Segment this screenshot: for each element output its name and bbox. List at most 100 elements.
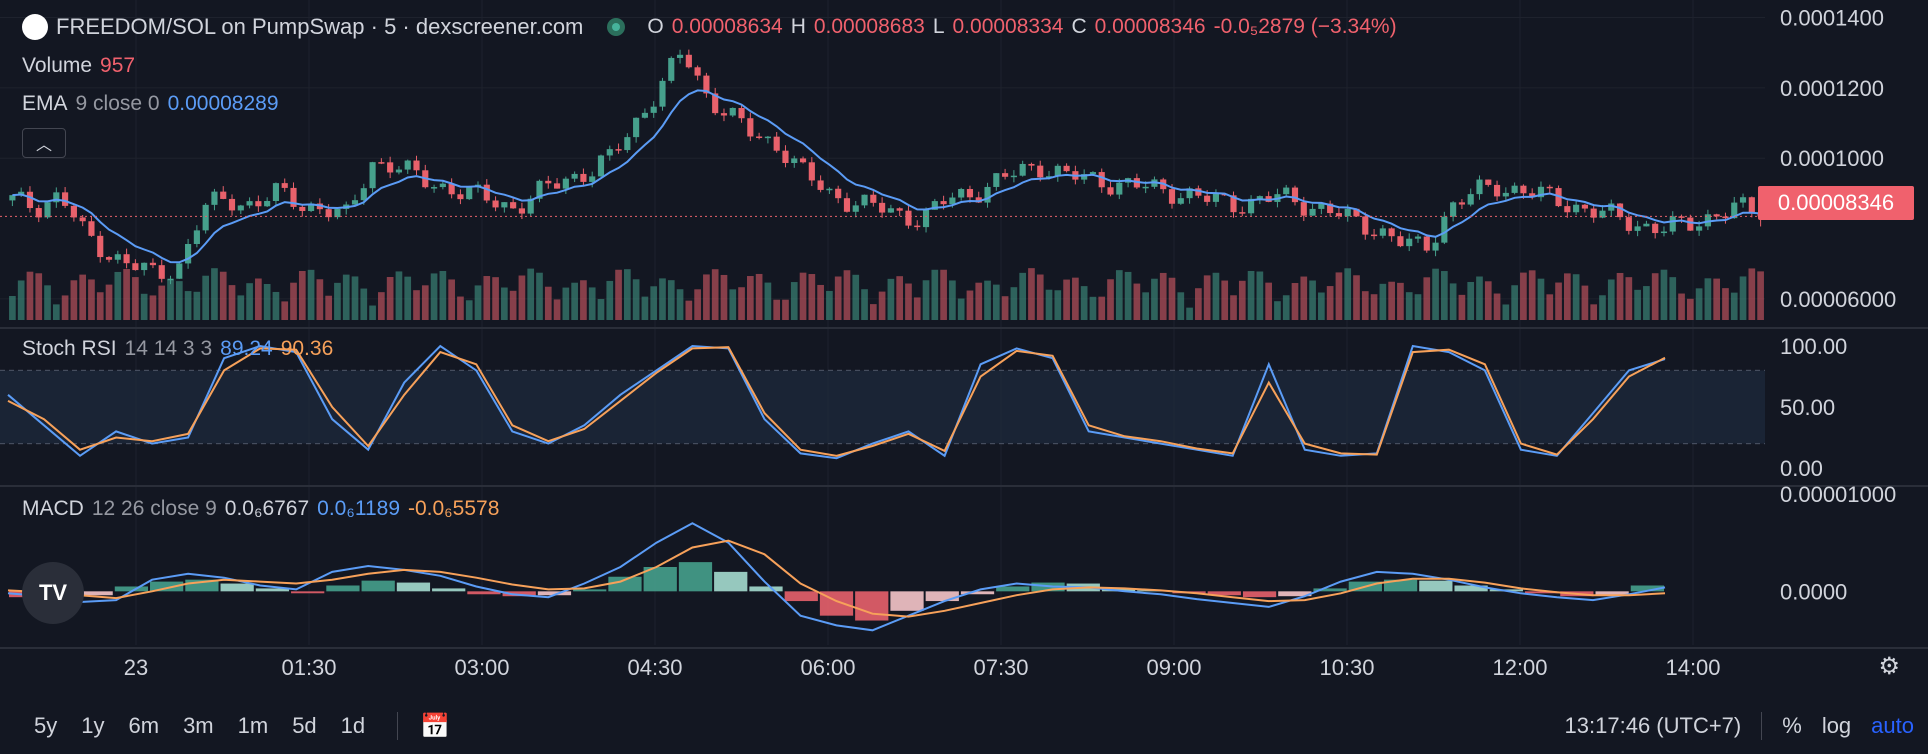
volume-bar — [26, 271, 34, 320]
candle-body — [334, 208, 341, 218]
macd-legend[interactable]: MACD 12 26 close 9 0.0₆6767 0.0₆1189 -0.… — [22, 497, 499, 521]
candle-body — [852, 205, 859, 212]
volume-bar — [1072, 277, 1079, 320]
timeframe-5y[interactable]: 5y — [34, 713, 58, 738]
macd-signal-line — [7, 539, 1666, 618]
volume-bar — [1713, 278, 1721, 320]
macd-histogram-bar — [396, 582, 431, 592]
ema-line — [12, 89, 1761, 264]
candle-body — [1731, 202, 1738, 219]
macd-histogram-bar — [326, 585, 360, 592]
volume-bar — [1256, 271, 1264, 320]
timeframe-3m[interactable]: 3m — [183, 713, 214, 738]
timeframe-1m[interactable]: 1m — [237, 713, 269, 738]
tradingview-logo-icon[interactable]: TV — [22, 562, 84, 624]
timeframe-6m[interactable]: 6m — [128, 713, 160, 738]
volume-bar — [685, 300, 693, 320]
volume-bar — [826, 290, 833, 320]
ohlc-high-label: H — [790, 15, 806, 38]
time-axis-tick: 06:00 — [800, 655, 855, 680]
candle-body — [167, 278, 174, 281]
candle-body — [1616, 203, 1624, 218]
candle-body — [1002, 173, 1009, 177]
candle-body — [466, 187, 473, 200]
candle-body — [685, 54, 692, 68]
volume-bar — [1010, 287, 1018, 320]
volume-bar — [334, 282, 341, 320]
stoch-k-value: 89.24 — [220, 337, 273, 360]
volume-bar — [922, 280, 930, 320]
clock-readout[interactable]: 13:17:46 (UTC+7) — [1564, 713, 1742, 738]
ohlc-low: 0.00008334 — [952, 15, 1064, 38]
volume-bar — [729, 289, 737, 320]
candle-body — [439, 183, 446, 188]
log-scale-button[interactable]: log — [1821, 713, 1852, 738]
candle-body — [79, 217, 86, 222]
volume-bar — [1159, 272, 1167, 320]
market-status-icon[interactable] — [607, 18, 626, 36]
candle-body — [1248, 198, 1255, 214]
volume-legend[interactable]: Volume 957 — [22, 54, 135, 78]
volume-value: 957 — [100, 54, 136, 77]
auto-scale-button[interactable]: auto — [1871, 713, 1914, 738]
candle-body — [650, 106, 657, 113]
volume-bar — [1300, 276, 1308, 320]
candle-body — [220, 191, 227, 199]
time-axis-tick: 12:00 — [1492, 655, 1547, 680]
stoch-legend[interactable]: Stoch RSI 14 14 3 3 89.24 90.36 — [22, 337, 333, 361]
volume-bar — [237, 295, 245, 320]
collapse-legend-button[interactable]: ︿ — [22, 128, 66, 158]
timeframe-1d[interactable]: 1d — [340, 713, 366, 738]
candle-body — [1660, 231, 1668, 234]
volume-bar — [852, 274, 860, 320]
percent-scale-button[interactable]: % — [1782, 713, 1802, 738]
candle-body — [843, 198, 851, 212]
volume-bar — [474, 285, 482, 320]
volume-bar — [1177, 292, 1185, 320]
volume-bar — [272, 291, 280, 320]
stoch-d-value: 90.36 — [280, 337, 334, 360]
volume-bar — [518, 275, 526, 320]
candle-body — [202, 204, 209, 231]
timeframe-1y[interactable]: 1y — [81, 713, 105, 738]
volume-bar — [896, 276, 904, 320]
time-axis-tick: 03:00 — [454, 655, 509, 680]
ema-legend[interactable]: EMA 9 close 0 0.00008289 — [22, 92, 279, 116]
volume-bar — [1353, 275, 1360, 320]
volume-bar — [764, 282, 772, 320]
volume-bar — [1476, 276, 1483, 320]
candle-body — [553, 183, 561, 189]
volume-bar — [1203, 275, 1211, 320]
settings-gear-icon[interactable]: ⚙ — [1878, 653, 1900, 680]
candle-body — [1537, 186, 1545, 198]
candle-body — [808, 162, 815, 181]
volume-bar — [35, 273, 43, 320]
volume-bar — [1291, 283, 1299, 320]
volume-bar — [1107, 279, 1114, 320]
candle-body — [589, 176, 596, 182]
volume-bar — [1660, 269, 1668, 320]
volume-bar — [562, 287, 570, 320]
candle-body — [1318, 203, 1325, 209]
volume-bar — [1467, 281, 1475, 320]
price-axis-tick: 0.00006000 — [1780, 287, 1896, 312]
candle-body — [492, 200, 499, 208]
volume-bar — [1414, 294, 1422, 320]
candle-body — [1089, 172, 1097, 175]
candle-body — [1283, 187, 1290, 195]
volume-bar — [167, 279, 174, 320]
time-axis-tick: 23 — [124, 655, 148, 680]
candle-body — [1599, 210, 1606, 218]
volume-bar — [1432, 268, 1439, 320]
candle-body — [158, 265, 165, 279]
date-range-calendar-icon[interactable]: 📅 — [420, 712, 451, 740]
volume-bars — [9, 268, 1764, 320]
macd-histogram-bar — [537, 591, 572, 596]
timeframe-5d[interactable]: 5d — [292, 713, 317, 738]
volume-bar — [1370, 294, 1378, 320]
stoch-band — [0, 370, 1765, 444]
volume-bar — [140, 293, 148, 320]
candle-body — [114, 254, 121, 260]
volume-bar — [1080, 286, 1088, 320]
